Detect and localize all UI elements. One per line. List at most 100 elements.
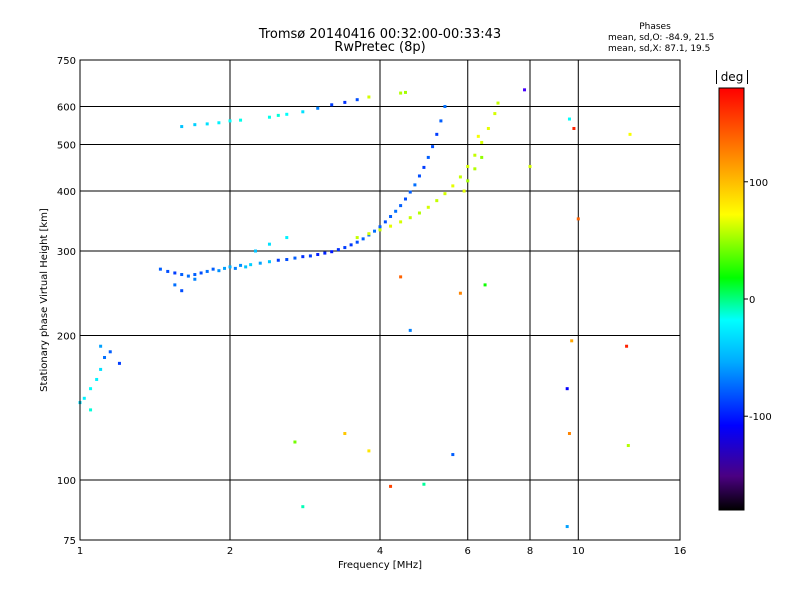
data-point — [285, 236, 289, 240]
data-point — [466, 164, 470, 168]
data-point — [443, 105, 447, 109]
data-point — [89, 387, 93, 391]
data-point — [576, 217, 580, 221]
grid-lines — [80, 60, 680, 540]
chart-title: Tromsø 20140416 00:32:00-00:33:43 — [258, 27, 502, 42]
data-point — [399, 91, 403, 95]
x-tick-labels: 1 2 4 6 8 10 16 — [77, 546, 687, 557]
data-point — [95, 377, 99, 381]
data-point — [158, 267, 162, 271]
x-tick-label: 2 — [227, 546, 233, 557]
data-point — [473, 167, 477, 171]
stats-o-mode: mean, sd,O: -84.9, 21.5 — [608, 33, 715, 43]
y-tick-labels: 75 100 200 300 400 500 600 750 — [57, 56, 76, 547]
data-point — [367, 95, 371, 99]
data-point — [228, 119, 232, 123]
data-point — [389, 215, 393, 219]
data-point — [476, 134, 480, 138]
data-point — [301, 255, 305, 259]
data-point — [493, 112, 497, 116]
data-point — [99, 367, 103, 371]
data-point — [367, 232, 371, 236]
data-point — [367, 449, 371, 453]
data-point — [451, 184, 455, 188]
data-point — [443, 192, 447, 196]
data-point — [361, 237, 365, 241]
data-point — [565, 387, 569, 391]
data-point — [462, 189, 466, 193]
data-point — [570, 339, 574, 343]
data-point — [308, 254, 312, 258]
colorbar-tick-label: 0 — [749, 295, 755, 306]
data-point — [417, 211, 421, 215]
y-tick-label: 75 — [63, 536, 76, 547]
data-point — [355, 236, 359, 240]
data-point — [373, 229, 377, 233]
data-point — [205, 269, 209, 273]
data-point — [355, 98, 359, 102]
data-point — [383, 220, 387, 224]
x-tick-label: 1 — [77, 546, 83, 557]
data-point — [99, 344, 103, 348]
data-point — [323, 251, 327, 255]
x-tick-label: 6 — [465, 546, 471, 557]
data-point — [355, 240, 359, 244]
y-tick-label: 200 — [57, 332, 76, 343]
x-tick-label: 10 — [572, 546, 585, 557]
data-point — [89, 408, 93, 412]
data-point — [435, 199, 439, 203]
data-point — [239, 118, 243, 122]
data-point — [426, 205, 430, 209]
data-point — [422, 165, 426, 169]
data-point — [403, 197, 407, 201]
data-point — [422, 482, 426, 486]
data-point — [413, 183, 417, 187]
data-point — [233, 266, 237, 270]
data-point — [301, 505, 305, 509]
data-point — [117, 361, 121, 365]
colorbar-ticks: 100 0 -100 — [744, 178, 772, 423]
data-point — [293, 256, 297, 260]
data-point — [399, 275, 403, 279]
data-point — [378, 228, 382, 232]
data-point — [293, 440, 297, 444]
data-point — [316, 253, 320, 257]
data-point — [223, 266, 227, 270]
data-point — [267, 115, 271, 119]
data-point — [528, 164, 532, 168]
colorbar-tick-label: -100 — [749, 412, 772, 423]
y-tick-label: 500 — [57, 141, 76, 152]
data-point — [217, 269, 221, 273]
data-point — [625, 344, 629, 348]
data-point — [408, 328, 412, 332]
data-point — [244, 265, 248, 269]
data-point — [239, 263, 243, 267]
plot-frame — [79, 59, 681, 541]
data-point — [439, 119, 443, 123]
data-point — [451, 453, 455, 457]
y-tick-label: 600 — [57, 103, 76, 114]
data-point — [483, 283, 487, 287]
x-axis-label: Frequency [MHz] — [338, 560, 422, 571]
data-point — [301, 110, 305, 114]
data-point — [199, 271, 203, 275]
data-point — [389, 224, 393, 228]
y-tick-label: 400 — [57, 187, 76, 198]
y-tick-label: 300 — [57, 247, 76, 258]
x-tick-label: 8 — [527, 546, 533, 557]
data-point — [343, 100, 347, 104]
data-point — [565, 525, 569, 529]
data-point — [211, 267, 215, 271]
x-tick-label: 4 — [377, 546, 383, 557]
data-point — [626, 444, 630, 448]
data-point — [480, 155, 484, 159]
data-point — [103, 355, 107, 359]
data-point — [82, 396, 86, 400]
data-point — [378, 225, 382, 229]
y-tick-label: 750 — [57, 56, 76, 67]
data-point — [217, 121, 221, 125]
stats-x-mode: mean, sd,X: 87.1, 19.5 — [608, 44, 711, 54]
data-point — [330, 250, 334, 254]
data-point — [417, 174, 421, 178]
y-tick-label: 100 — [57, 476, 76, 487]
